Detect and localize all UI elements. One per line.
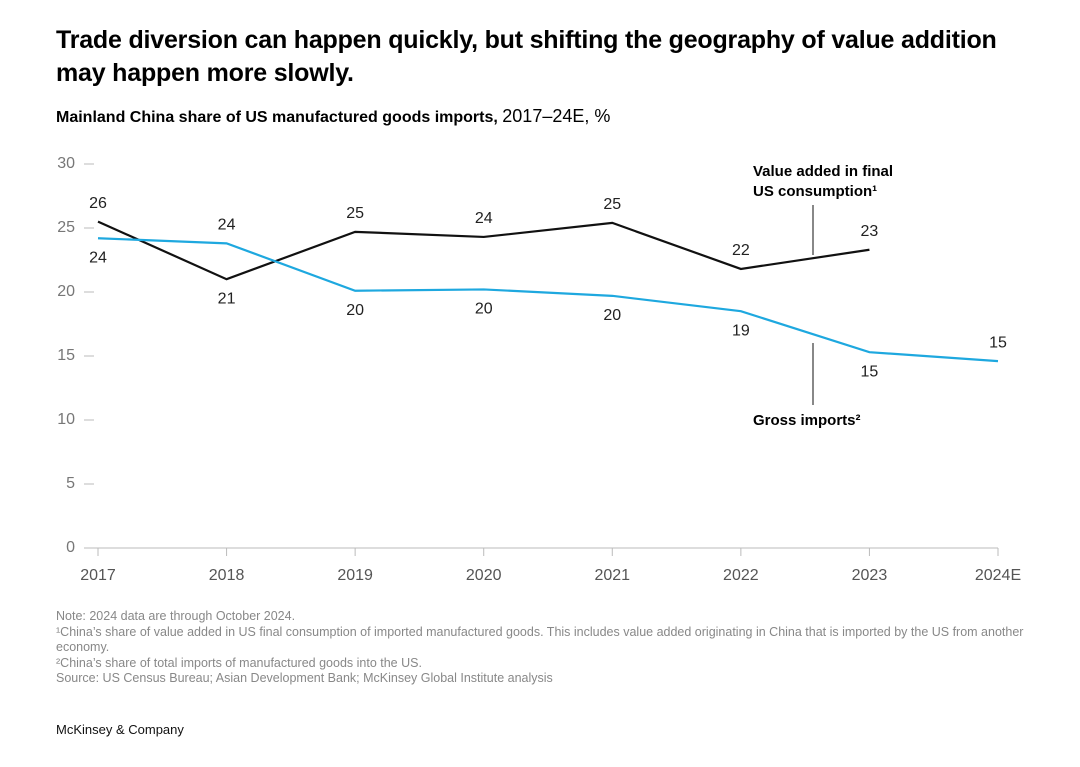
subtitle-unit: 2017–24E, % xyxy=(502,106,611,126)
y-tick-label: 0 xyxy=(66,539,75,556)
data-label: 26 xyxy=(89,195,107,212)
data-label: 21 xyxy=(218,290,236,307)
data-label: 22 xyxy=(732,242,750,259)
data-label: 24 xyxy=(218,217,236,234)
data-label: 19 xyxy=(732,322,750,339)
data-label: 15 xyxy=(861,363,879,380)
subtitle-text: Mainland China share of US manufactured … xyxy=(56,109,498,126)
y-tick-label: 20 xyxy=(57,283,75,300)
note: Source: US Census Bureau; Asian Developm… xyxy=(56,671,553,685)
x-tick-label: 2017 xyxy=(80,567,116,584)
data-label: 25 xyxy=(346,205,364,222)
x-tick-label: 2021 xyxy=(594,567,630,584)
y-tick-label: 15 xyxy=(57,347,75,364)
y-tick-label: 30 xyxy=(57,155,75,172)
footer: McKinsey & Company xyxy=(56,722,184,737)
chart-subtitle: Mainland China share of US manufactured … xyxy=(56,106,610,127)
data-label: 24 xyxy=(475,210,493,227)
y-tick-label: 10 xyxy=(57,411,75,428)
y-tick-label: 25 xyxy=(57,219,75,236)
data-label: 20 xyxy=(346,302,364,319)
note: Note: 2024 data are through October 2024… xyxy=(56,609,296,623)
x-tick-label: 2018 xyxy=(209,567,245,584)
y-tick-label: 5 xyxy=(66,475,75,492)
data-label: 20 xyxy=(603,307,621,324)
x-tick-label: 2024E xyxy=(975,567,1021,584)
data-label: 24 xyxy=(89,249,107,266)
x-tick-label: 2019 xyxy=(337,567,373,584)
notes: Note: 2024 data are through October 2024… xyxy=(56,609,1026,687)
note: ²China’s share of total imports of manuf… xyxy=(56,655,422,670)
series-line xyxy=(97,237,999,363)
data-label: 15 xyxy=(989,334,1007,351)
x-tick-label: 2022 xyxy=(723,567,759,584)
x-tick-label: 2023 xyxy=(852,567,888,584)
data-label: 25 xyxy=(603,196,621,213)
series-line xyxy=(97,220,870,281)
x-tick-label: 2020 xyxy=(466,567,502,584)
chart-title: Trade diversion can happen quickly, but … xyxy=(56,26,997,87)
note: ¹China’s share of value added in US fina… xyxy=(56,624,1024,655)
data-label: 20 xyxy=(475,301,493,318)
data-label: 23 xyxy=(861,223,879,240)
series-label: Value added in final US consumption¹ xyxy=(753,163,894,200)
series-label: Gross imports² xyxy=(753,412,861,429)
